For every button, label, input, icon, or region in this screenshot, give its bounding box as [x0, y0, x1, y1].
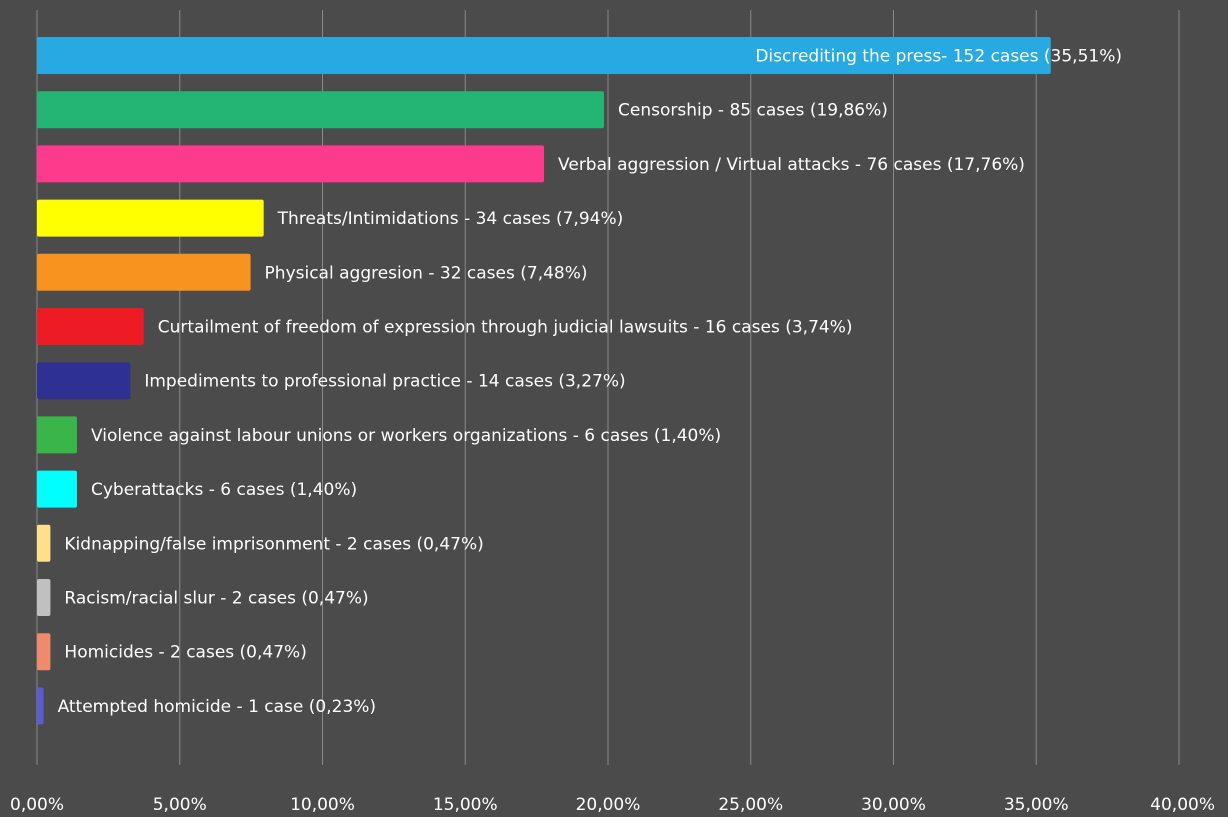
bar	[37, 308, 144, 345]
bar	[37, 145, 545, 183]
x-axis-ticks: 0,00% 5,00% 10,00% 15,00% 20,00% 25,00% 30,00%…	[10, 795, 1215, 815]
bar-label: Violence against labour unions or worker…	[91, 426, 721, 446]
x-tick-label: 0,00%	[10, 795, 64, 815]
gridlines	[36, 10, 1180, 765]
bar	[37, 199, 264, 237]
x-tick-label: 15,00%	[433, 795, 498, 815]
bar-labels: Discrediting the press- 152 cases (35,51…	[58, 47, 1122, 717]
x-tick-label: 30,00%	[861, 795, 926, 815]
x-tick-label: 35,00%	[1004, 795, 1069, 815]
bar	[37, 470, 77, 508]
bar-label: Censorship - 85 cases (19,86%)	[618, 101, 888, 121]
bar	[37, 687, 44, 725]
x-tick-label: 5,00%	[153, 795, 207, 815]
bar	[37, 524, 51, 562]
bar	[37, 362, 131, 400]
bar	[37, 253, 251, 291]
bar	[37, 416, 77, 454]
bar-label: Homicides - 2 cases (0,47%)	[64, 643, 306, 663]
bar-label: Impediments to professional practice - 1…	[144, 372, 625, 392]
x-tick-label: 25,00%	[718, 795, 783, 815]
bars	[37, 37, 1051, 725]
bar-label: Attempted homicide - 1 case (0,23%)	[58, 697, 376, 717]
bar	[37, 633, 51, 671]
bar	[37, 37, 1051, 74]
bar-label: Kidnapping/false imprisonment - 2 cases …	[64, 534, 483, 554]
bar-label: Discrediting the press- 152 cases (35,51…	[755, 47, 1122, 67]
bar	[37, 91, 605, 129]
bar-label: Racism/racial slur - 2 cases (0,47%)	[64, 589, 368, 609]
bar-label: Curtailment of freedom of expression thr…	[158, 318, 853, 338]
bar	[37, 579, 51, 616]
bar-label: Physical aggresion - 32 cases (7,48%)	[265, 263, 588, 283]
bar-label: Verbal aggression / Virtual attacks - 76…	[558, 155, 1025, 175]
x-tick-label: 20,00%	[576, 795, 641, 815]
bar-label: Cyberattacks - 6 cases (1,40%)	[91, 480, 357, 500]
x-tick-label: 40,00%	[1150, 795, 1215, 815]
bar-label: Threats/Intimidations - 34 cases (7,94%)	[277, 209, 624, 229]
x-tick-label: 10,00%	[290, 795, 355, 815]
